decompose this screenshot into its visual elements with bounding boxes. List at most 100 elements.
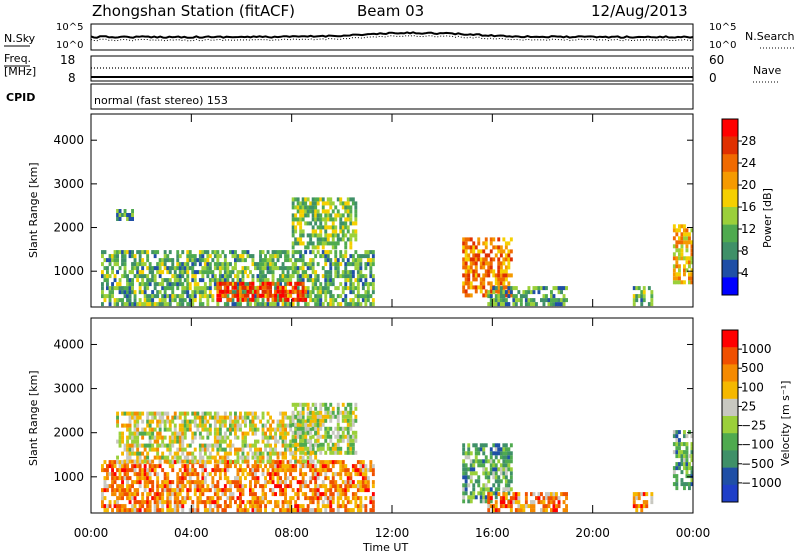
heatmap-cell (469, 265, 473, 270)
heatmap-cell (334, 262, 338, 267)
heatmap-cell (519, 302, 523, 307)
heatmap-cell (284, 286, 287, 291)
heatmap-cell (286, 460, 290, 465)
heatmap-cell (116, 282, 119, 287)
heatmap-cell (326, 302, 330, 307)
heatmap-cell (148, 294, 152, 299)
heatmap-cell (672, 224, 676, 229)
heatmap-cell (494, 471, 498, 476)
heatmap-cell (640, 290, 644, 295)
heatmap-cell (241, 415, 245, 420)
heatmap-cell (326, 286, 330, 291)
heatmap-cell (672, 442, 676, 447)
heatmap-cell (294, 414, 298, 419)
heatmap-cell (276, 298, 280, 303)
heatmap-cell (251, 262, 255, 267)
heatmap-cell (299, 293, 303, 298)
heatmap-cell (116, 270, 119, 275)
heatmap-cell (178, 459, 182, 464)
heatmap-cell (131, 286, 134, 291)
heatmap-cell (324, 414, 328, 419)
heatmap-cell (336, 286, 340, 291)
heatmap-cell (216, 278, 220, 283)
heatmap-cell (366, 488, 370, 493)
heatmap-cell (239, 258, 242, 263)
heatmap-cell (231, 290, 235, 295)
heatmap-cell (499, 286, 503, 291)
heatmap-cell (346, 225, 350, 230)
heatmap-cell (186, 496, 190, 501)
heatmap-cell (640, 302, 644, 307)
heatmap-cell (321, 250, 325, 255)
heatmap-cell (339, 426, 343, 431)
heatmap-cell (146, 302, 150, 307)
heatmap-cell (136, 480, 140, 485)
heatmap-cell (550, 492, 553, 497)
heatmap-cell (509, 487, 513, 492)
heatmap-cell (314, 442, 318, 447)
heatmap-cell (196, 480, 200, 485)
heatmap-cell (331, 442, 335, 447)
heatmap-cell (314, 508, 318, 513)
heatmap-cell (336, 258, 340, 263)
heatmap-cell (309, 205, 313, 210)
nsky-tick-top: 10^5 (56, 22, 83, 33)
heatmap-cell (271, 488, 275, 493)
heatmap-cell (193, 423, 197, 428)
heatmap-cell (685, 228, 689, 233)
heatmap-cell (208, 286, 212, 291)
heatmap-cell (276, 278, 280, 283)
heatmap-cell (234, 476, 237, 481)
heatmap-cell (133, 464, 137, 469)
heatmap-cell (344, 496, 348, 501)
heatmap-cell (482, 257, 486, 262)
heatmap-cell (462, 483, 466, 488)
heatmap-cell (309, 201, 313, 206)
heatmap-cell (324, 225, 328, 230)
heatmap-cell (256, 480, 260, 485)
heatmap-cell (223, 293, 227, 298)
heatmap-cell (186, 464, 190, 469)
heatmap-cell (366, 468, 370, 473)
heatmap-cell (326, 488, 330, 493)
heatmap-cell (672, 482, 676, 487)
heatmap-cell (555, 286, 558, 291)
heatmap-cell (489, 467, 493, 472)
heatmap-cell (341, 410, 345, 415)
heatmap-cell (156, 500, 160, 505)
heatmap-cell (291, 262, 295, 267)
heatmap-cell (299, 402, 303, 407)
heatmap-cell (647, 302, 651, 307)
heatmap-cell (281, 411, 285, 416)
heatmap-cell (672, 434, 676, 439)
heatmap-cell (216, 289, 220, 294)
heatmap-cell (178, 282, 182, 287)
heatmap-cell (341, 418, 345, 423)
heatmap-cell (208, 262, 212, 267)
heatmap-cell (319, 410, 323, 415)
heatmap-cell (218, 270, 222, 275)
heatmap-cell (221, 439, 225, 444)
heatmap-cell (254, 472, 257, 477)
heatmap-cell (221, 250, 225, 255)
velocity-colorbar-swatches (722, 330, 738, 503)
heatmap-cell (319, 286, 323, 291)
heatmap-cell (246, 293, 250, 298)
heatmap-cell (346, 472, 350, 477)
heatmap-cell (249, 427, 252, 432)
heatmap-cell (314, 302, 318, 307)
heatmap-cell (344, 245, 348, 250)
heatmap-cell (324, 217, 328, 222)
heatmap-cell (236, 480, 240, 485)
heatmap-cell (650, 290, 654, 295)
heatmap-cell (467, 455, 471, 460)
heatmap-cell (259, 250, 262, 255)
heatmap-cell (241, 488, 245, 493)
heatmap-cell (690, 268, 694, 273)
heatmap-cell (259, 258, 262, 263)
heatmap-cell (477, 273, 481, 278)
heatmap-cell (555, 302, 558, 307)
heatmap-cell (153, 254, 157, 259)
heatmap-cell (497, 298, 501, 303)
